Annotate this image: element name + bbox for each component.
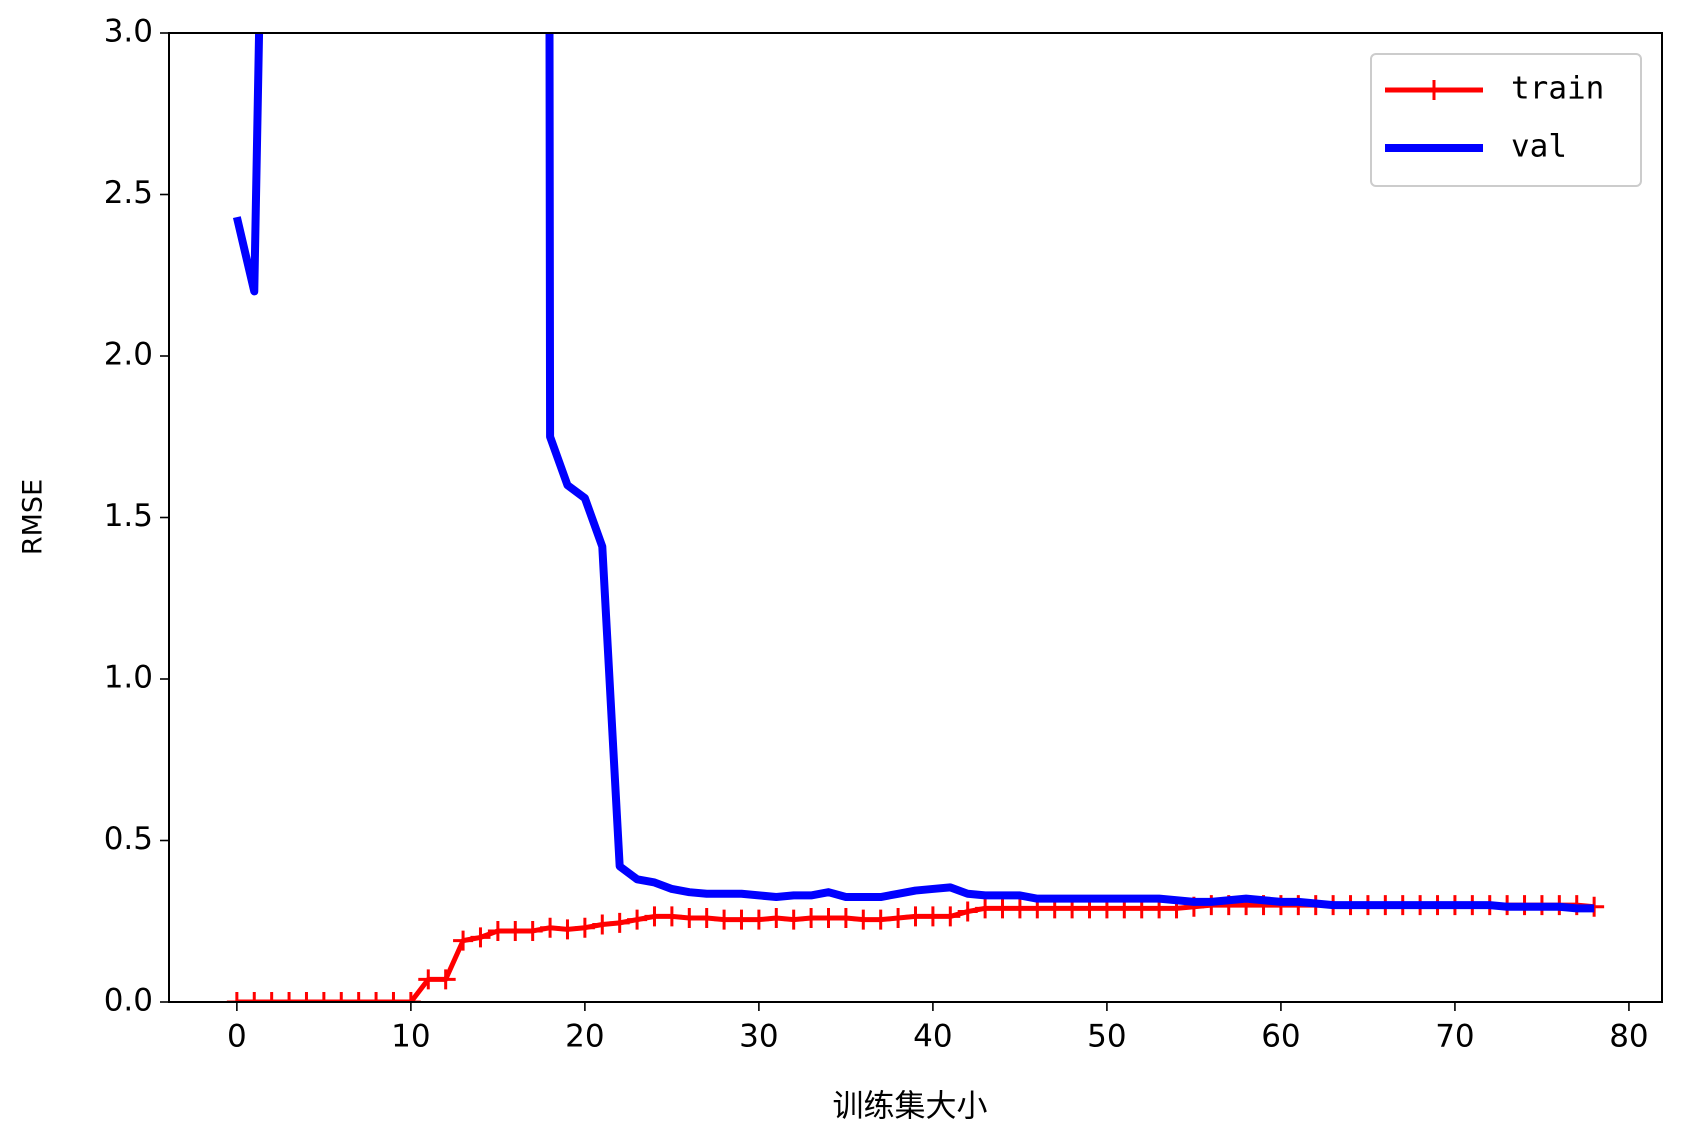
marker [853,909,874,930]
y-tick-label: 1.5 [104,498,153,534]
marker [679,908,700,929]
marker [714,909,735,930]
marker [644,906,665,927]
legend-box [1370,53,1642,187]
marker [366,992,387,1002]
x-tick-label: 20 [565,1019,604,1055]
marker [922,906,943,927]
marker [522,920,543,941]
marker [296,992,317,1002]
marker [226,992,247,1002]
marker [244,992,265,1002]
y-tick-label: 2.5 [104,175,153,211]
marker [400,992,421,1002]
plot-area [226,33,1605,1002]
marker [279,992,300,1002]
y-tick-label: 0.0 [104,983,153,1019]
marker [609,912,630,933]
marker [627,909,648,930]
marker [418,969,439,990]
marker [574,917,595,938]
marker [905,906,926,927]
y-tick-label: 3.0 [104,14,153,50]
line-val [232,33,1595,913]
marker [748,909,769,930]
marker [348,992,369,1002]
marker [331,992,352,1002]
marker [435,969,456,990]
marker [313,992,334,1002]
y-tick-label: 1.0 [104,660,153,696]
marker [470,927,491,948]
y-tick-label: 0.5 [104,821,153,857]
legend-label: train [1511,71,1604,107]
marker [540,917,561,938]
marker [453,930,474,951]
x-tick-label: 0 [227,1019,247,1055]
marker [940,906,961,927]
marker [261,992,282,1002]
marker [557,919,578,940]
marker [1009,898,1030,919]
marker [592,914,613,935]
marker [383,992,404,1002]
marker [696,908,717,929]
y-tick-label: 2.0 [104,337,153,373]
marker [975,898,996,919]
legend-marker [1424,80,1444,100]
y-axis-label: RMSE [18,479,49,555]
marker [992,898,1013,919]
marker [766,908,787,929]
marker [505,920,526,941]
marker [870,909,891,930]
marker [888,908,909,929]
x-tick-label: 10 [391,1019,430,1055]
x-tick-label: 60 [1261,1019,1300,1055]
x-tick-label: 70 [1435,1019,1474,1055]
legend-label: val [1511,129,1567,165]
marker [957,901,978,922]
marker [487,920,508,941]
x-tick-label: 80 [1609,1019,1648,1055]
x-tick-label: 50 [1087,1019,1126,1055]
marker [661,906,682,927]
marker [818,908,839,929]
marker [731,909,752,930]
marker [801,908,822,929]
x-tick-label: 40 [913,1019,952,1055]
marker [783,909,804,930]
x-tick-label: 30 [739,1019,778,1055]
x-axis-label: 训练集大小 [833,1089,988,1125]
marker [835,908,856,929]
